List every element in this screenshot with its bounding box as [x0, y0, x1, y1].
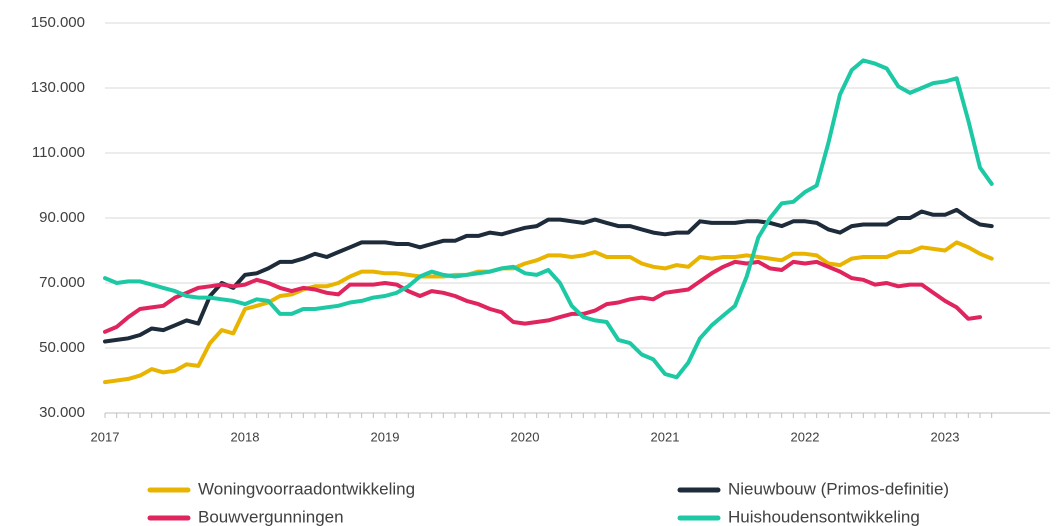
- y-tick-label: 130.000: [31, 79, 85, 96]
- series-line: [103, 240, 994, 385]
- series-line: [103, 259, 982, 334]
- legend-label: Huishoudensontwikkeling: [728, 507, 920, 526]
- legend-label: Nieuwbouw (Primos-definitie): [728, 479, 949, 498]
- x-tick-label: 2019: [371, 429, 400, 444]
- x-tick-label: 2018: [231, 429, 260, 444]
- series-line: [103, 58, 994, 380]
- y-tick-label: 90.000: [39, 209, 85, 226]
- x-tick-label: 2023: [931, 429, 960, 444]
- y-tick-label: 50.000: [39, 339, 85, 356]
- series-line: [103, 207, 994, 344]
- y-tick-label: 150.000: [31, 14, 85, 31]
- x-tick-label: 2022: [791, 429, 820, 444]
- y-tick-label: 70.000: [39, 274, 85, 291]
- x-tick-label: 2021: [651, 429, 680, 444]
- legend-label: Bouwvergunningen: [198, 507, 344, 526]
- x-tick-label: 2017: [91, 429, 120, 444]
- y-tick-label: 30.000: [39, 404, 85, 421]
- y-tick-label: 110.000: [32, 144, 85, 161]
- legend-label: Woningvoorraadontwikkeling: [198, 479, 415, 498]
- x-tick-label: 2020: [511, 429, 540, 444]
